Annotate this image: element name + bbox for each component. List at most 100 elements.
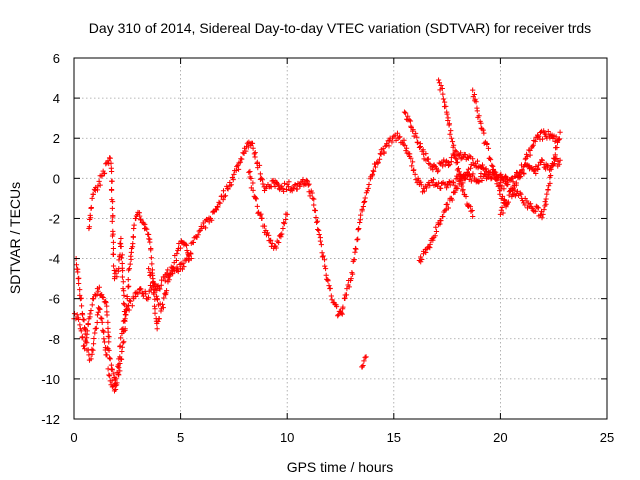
- track-late-marker: [483, 166, 489, 172]
- track-late-marker: [485, 169, 492, 175]
- left-descent-marker: [95, 309, 101, 315]
- main-track-marker: [222, 193, 229, 199]
- track-19-fall-marker: [471, 91, 478, 98]
- main-track-marker: [76, 316, 82, 323]
- main-track-marker: [82, 337, 89, 343]
- main-track-marker: [556, 161, 562, 167]
- left-descent-marker: [82, 331, 88, 337]
- left-descent-marker: [97, 306, 103, 312]
- plateau-9-marker: [248, 175, 254, 182]
- plateau-9-marker: [279, 231, 285, 237]
- main-track-marker: [401, 137, 407, 143]
- main-track-marker: [281, 188, 287, 194]
- low-dip-marker: [105, 366, 111, 372]
- main-track-marker: [225, 186, 231, 192]
- rise-21-marker: [521, 162, 528, 168]
- main-track-marker: [349, 271, 356, 277]
- track-19-fall-marker: [484, 141, 490, 148]
- mid-cluster-marker: [185, 251, 191, 258]
- main-track-marker: [118, 335, 124, 341]
- main-track-marker: [74, 312, 80, 318]
- main-track-marker: [502, 173, 509, 179]
- left-descent-marker: [101, 329, 107, 335]
- main-track-marker: [297, 183, 303, 189]
- main-track-marker: [358, 212, 364, 218]
- left-descent-marker: [81, 317, 87, 323]
- x-tick-label: 20: [493, 430, 507, 445]
- main-track-marker: [429, 179, 435, 185]
- main-track-marker: [138, 286, 144, 292]
- main-track-marker: [285, 183, 291, 190]
- main-track-marker: [89, 302, 95, 308]
- main-track-marker: [309, 190, 315, 196]
- early-spikes-marker: [112, 270, 118, 277]
- rise-21-marker: [530, 142, 537, 148]
- early-spikes-marker: [87, 212, 93, 218]
- track-late-marker: [490, 171, 497, 177]
- plateau-9-marker: [281, 221, 287, 227]
- main-track-marker: [231, 171, 237, 177]
- early-spikes-marker: [152, 306, 158, 312]
- low-dip-marker: [121, 339, 127, 345]
- main-track-marker: [512, 173, 518, 179]
- main-track-marker: [162, 278, 168, 284]
- main-track-marker: [366, 181, 372, 188]
- grid-lines: [74, 58, 607, 419]
- track-late-marker: [544, 191, 550, 197]
- plateau-9-marker: [246, 169, 252, 175]
- main-track-marker: [508, 176, 514, 182]
- left-descent-marker: [84, 335, 90, 341]
- main-track-marker: [389, 139, 395, 145]
- track-late-marker: [545, 186, 551, 193]
- main-track-marker: [256, 162, 263, 168]
- track-19-fall-marker: [497, 191, 503, 197]
- left-descent-marker: [98, 315, 104, 321]
- main-track-marker: [423, 185, 430, 191]
- track-late-marker: [541, 206, 547, 213]
- main-track-marker: [213, 207, 220, 213]
- main-track-marker: [275, 182, 282, 188]
- rise-21-marker: [519, 166, 525, 173]
- rise-16-marker: [449, 197, 455, 203]
- y-tick-label: -12: [41, 412, 60, 427]
- track-late-marker: [470, 160, 476, 166]
- track-late-marker: [411, 133, 417, 139]
- main-track-marker: [381, 149, 387, 155]
- track-17-fall-marker: [444, 111, 450, 117]
- main-track-marker: [364, 188, 370, 194]
- main-track-marker: [317, 238, 324, 244]
- main-track-marker: [361, 199, 367, 205]
- left-descent-marker: [86, 352, 92, 358]
- track-17-fall-marker: [439, 85, 445, 92]
- isolated-low-marker: [362, 354, 368, 360]
- low-dip-marker: [117, 360, 123, 367]
- main-track-marker: [322, 265, 329, 272]
- main-track-marker: [412, 171, 418, 177]
- track-late-marker: [518, 191, 524, 197]
- track-late-marker: [485, 174, 491, 180]
- track-late-marker: [554, 144, 560, 151]
- rise-21-marker: [536, 133, 542, 139]
- early-spikes-marker: [119, 274, 126, 280]
- track-late-marker: [426, 160, 432, 167]
- mid-cluster-marker: [159, 301, 166, 307]
- early-spikes-marker: [128, 256, 134, 262]
- early-spikes-marker: [96, 178, 102, 184]
- low-dip-marker: [116, 372, 122, 378]
- mid-cluster-marker: [170, 265, 176, 271]
- early-spikes-marker: [97, 182, 103, 188]
- track-late-marker: [413, 130, 419, 136]
- track-17-fall-marker: [467, 204, 473, 210]
- main-track-marker: [326, 283, 332, 289]
- rise-21-marker: [550, 135, 556, 142]
- main-track-marker: [313, 214, 319, 221]
- rise-21-marker: [507, 187, 514, 193]
- main-track-marker: [158, 277, 165, 283]
- plateau-9-marker: [261, 223, 268, 229]
- main-track-marker: [104, 303, 110, 309]
- main-track-marker: [105, 319, 111, 325]
- main-track-marker: [175, 268, 181, 275]
- track-late-marker: [448, 155, 455, 161]
- mid-cluster-marker: [150, 283, 157, 289]
- left-descent-marker: [73, 262, 80, 268]
